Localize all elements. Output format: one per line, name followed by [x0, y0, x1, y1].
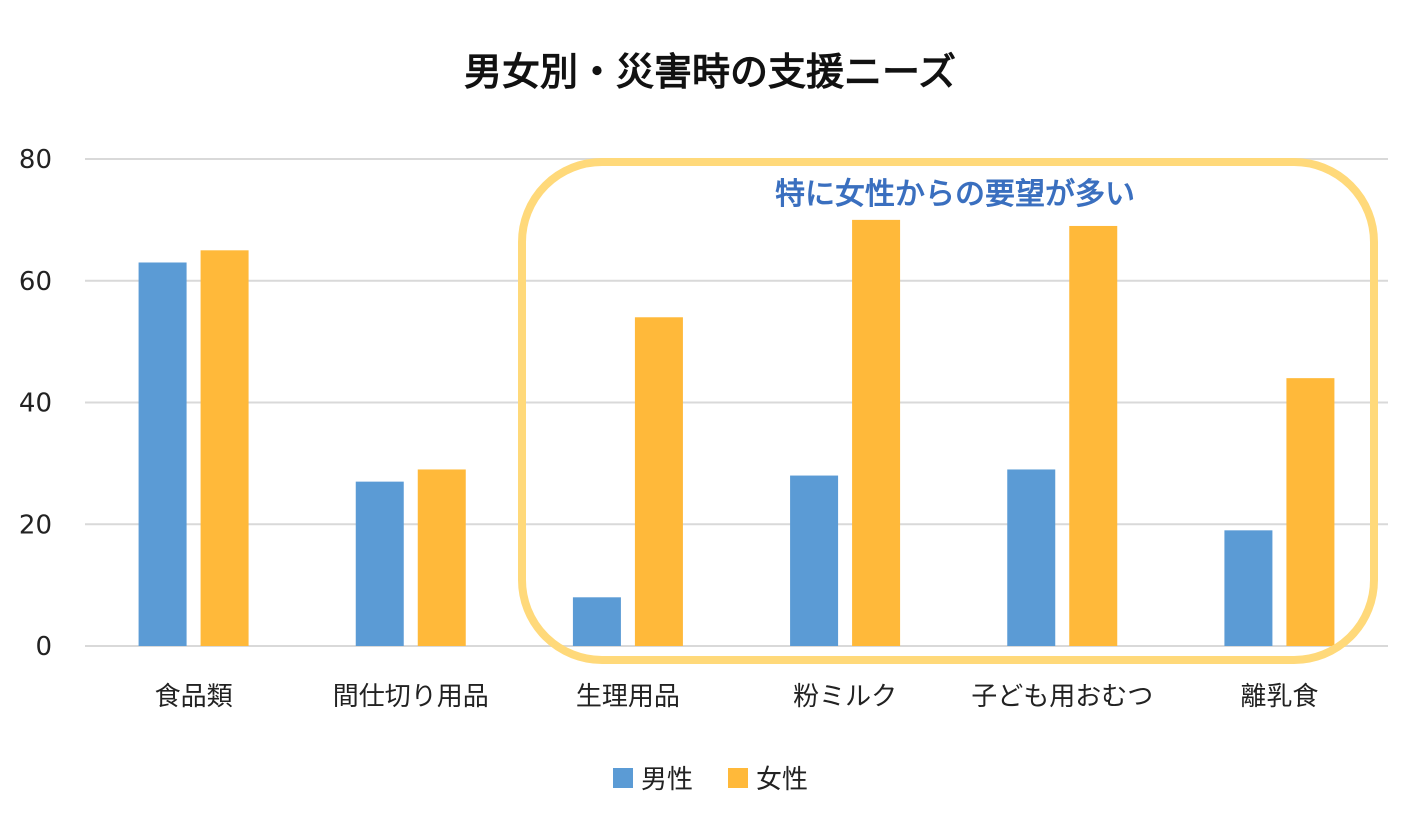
legend-swatch — [613, 768, 633, 788]
bar-female — [1069, 225, 1118, 646]
x-tick-label: 子ども用おむつ — [971, 682, 1153, 712]
bar-male — [1224, 530, 1273, 646]
y-tick-label: 80 — [19, 145, 52, 175]
y-tick-label: 0 — [35, 632, 52, 662]
bar-female — [200, 250, 249, 646]
legend-label: 男性 — [641, 765, 693, 795]
highlight-box — [518, 158, 1378, 664]
x-tick-label: 生理用品 — [576, 682, 680, 712]
bar-male — [790, 475, 839, 646]
bar-female — [417, 469, 466, 646]
legend-label: 女性 — [756, 765, 808, 795]
bar-female — [852, 219, 901, 646]
x-tick-label: 食品類 — [155, 682, 233, 712]
x-axis: 食品類 間仕切り用品 生理用品 粉ミルク 子ども用おむつ 離乳食 — [155, 682, 1319, 712]
x-tick-label: 粉ミルク — [793, 682, 897, 712]
legend-swatch — [728, 768, 748, 788]
y-tick-label: 40 — [19, 389, 52, 419]
bar-male — [572, 597, 621, 646]
x-tick-label: 離乳食 — [1240, 682, 1318, 712]
y-tick-label: 20 — [19, 510, 52, 540]
gridlines — [85, 158, 1388, 647]
bar-male — [138, 262, 187, 646]
chart-title: 男女別・災害時の支援ニーズ — [464, 50, 956, 94]
bar-female — [634, 317, 683, 646]
bars — [138, 219, 1335, 646]
x-tick-label: 間仕切り用品 — [333, 682, 489, 712]
bar-male — [1007, 469, 1056, 646]
y-axis: 0 20 40 60 80 — [19, 145, 52, 662]
y-tick-label: 60 — [19, 267, 52, 297]
annotation-text: 特に女性からの要望が多い — [775, 177, 1135, 212]
bar-male — [355, 481, 404, 646]
legend: 男性 女性 — [613, 765, 808, 795]
bar-female — [1286, 378, 1335, 646]
